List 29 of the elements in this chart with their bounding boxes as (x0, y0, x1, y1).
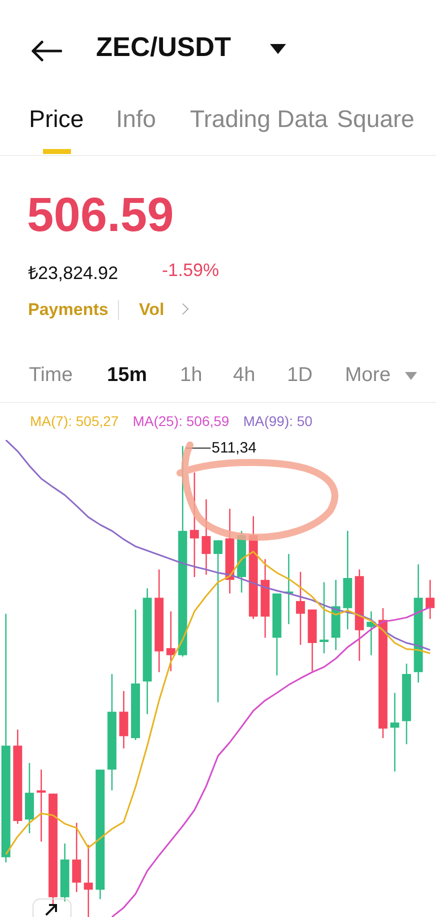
text: MA(99): 50 (243, 413, 312, 429)
text: ₺23,824.92 (28, 262, 118, 284)
text: Square (337, 106, 414, 134)
candlestick (390, 692, 400, 772)
text: 1h (180, 364, 202, 387)
text: 4h (233, 364, 256, 387)
text: More (345, 364, 391, 387)
candlestick (202, 498, 211, 576)
text: Vol (139, 300, 164, 320)
text: MA(7): 505,27 (30, 413, 119, 429)
candlestick (426, 579, 435, 620)
text: Trading Data (190, 106, 328, 134)
candlestick (320, 582, 329, 654)
text: Time (29, 364, 73, 387)
chart-subtitle: 506.59 (27, 188, 174, 243)
candlestick (296, 571, 305, 646)
annotation: 511,34 (212, 439, 256, 456)
text: 15m (107, 364, 148, 387)
candlestick (166, 610, 176, 672)
candlestick (72, 822, 82, 893)
text: Info (116, 106, 156, 134)
text: MA(25): 506,59 (132, 413, 230, 429)
text: Payments (28, 300, 120, 320)
text: -1.59% (162, 260, 220, 281)
text: 1D (287, 364, 313, 387)
chart-title: ZEC/USDT (96, 32, 231, 63)
candlestick (214, 540, 222, 703)
text: Price (29, 106, 84, 134)
candlestick (84, 844, 93, 917)
